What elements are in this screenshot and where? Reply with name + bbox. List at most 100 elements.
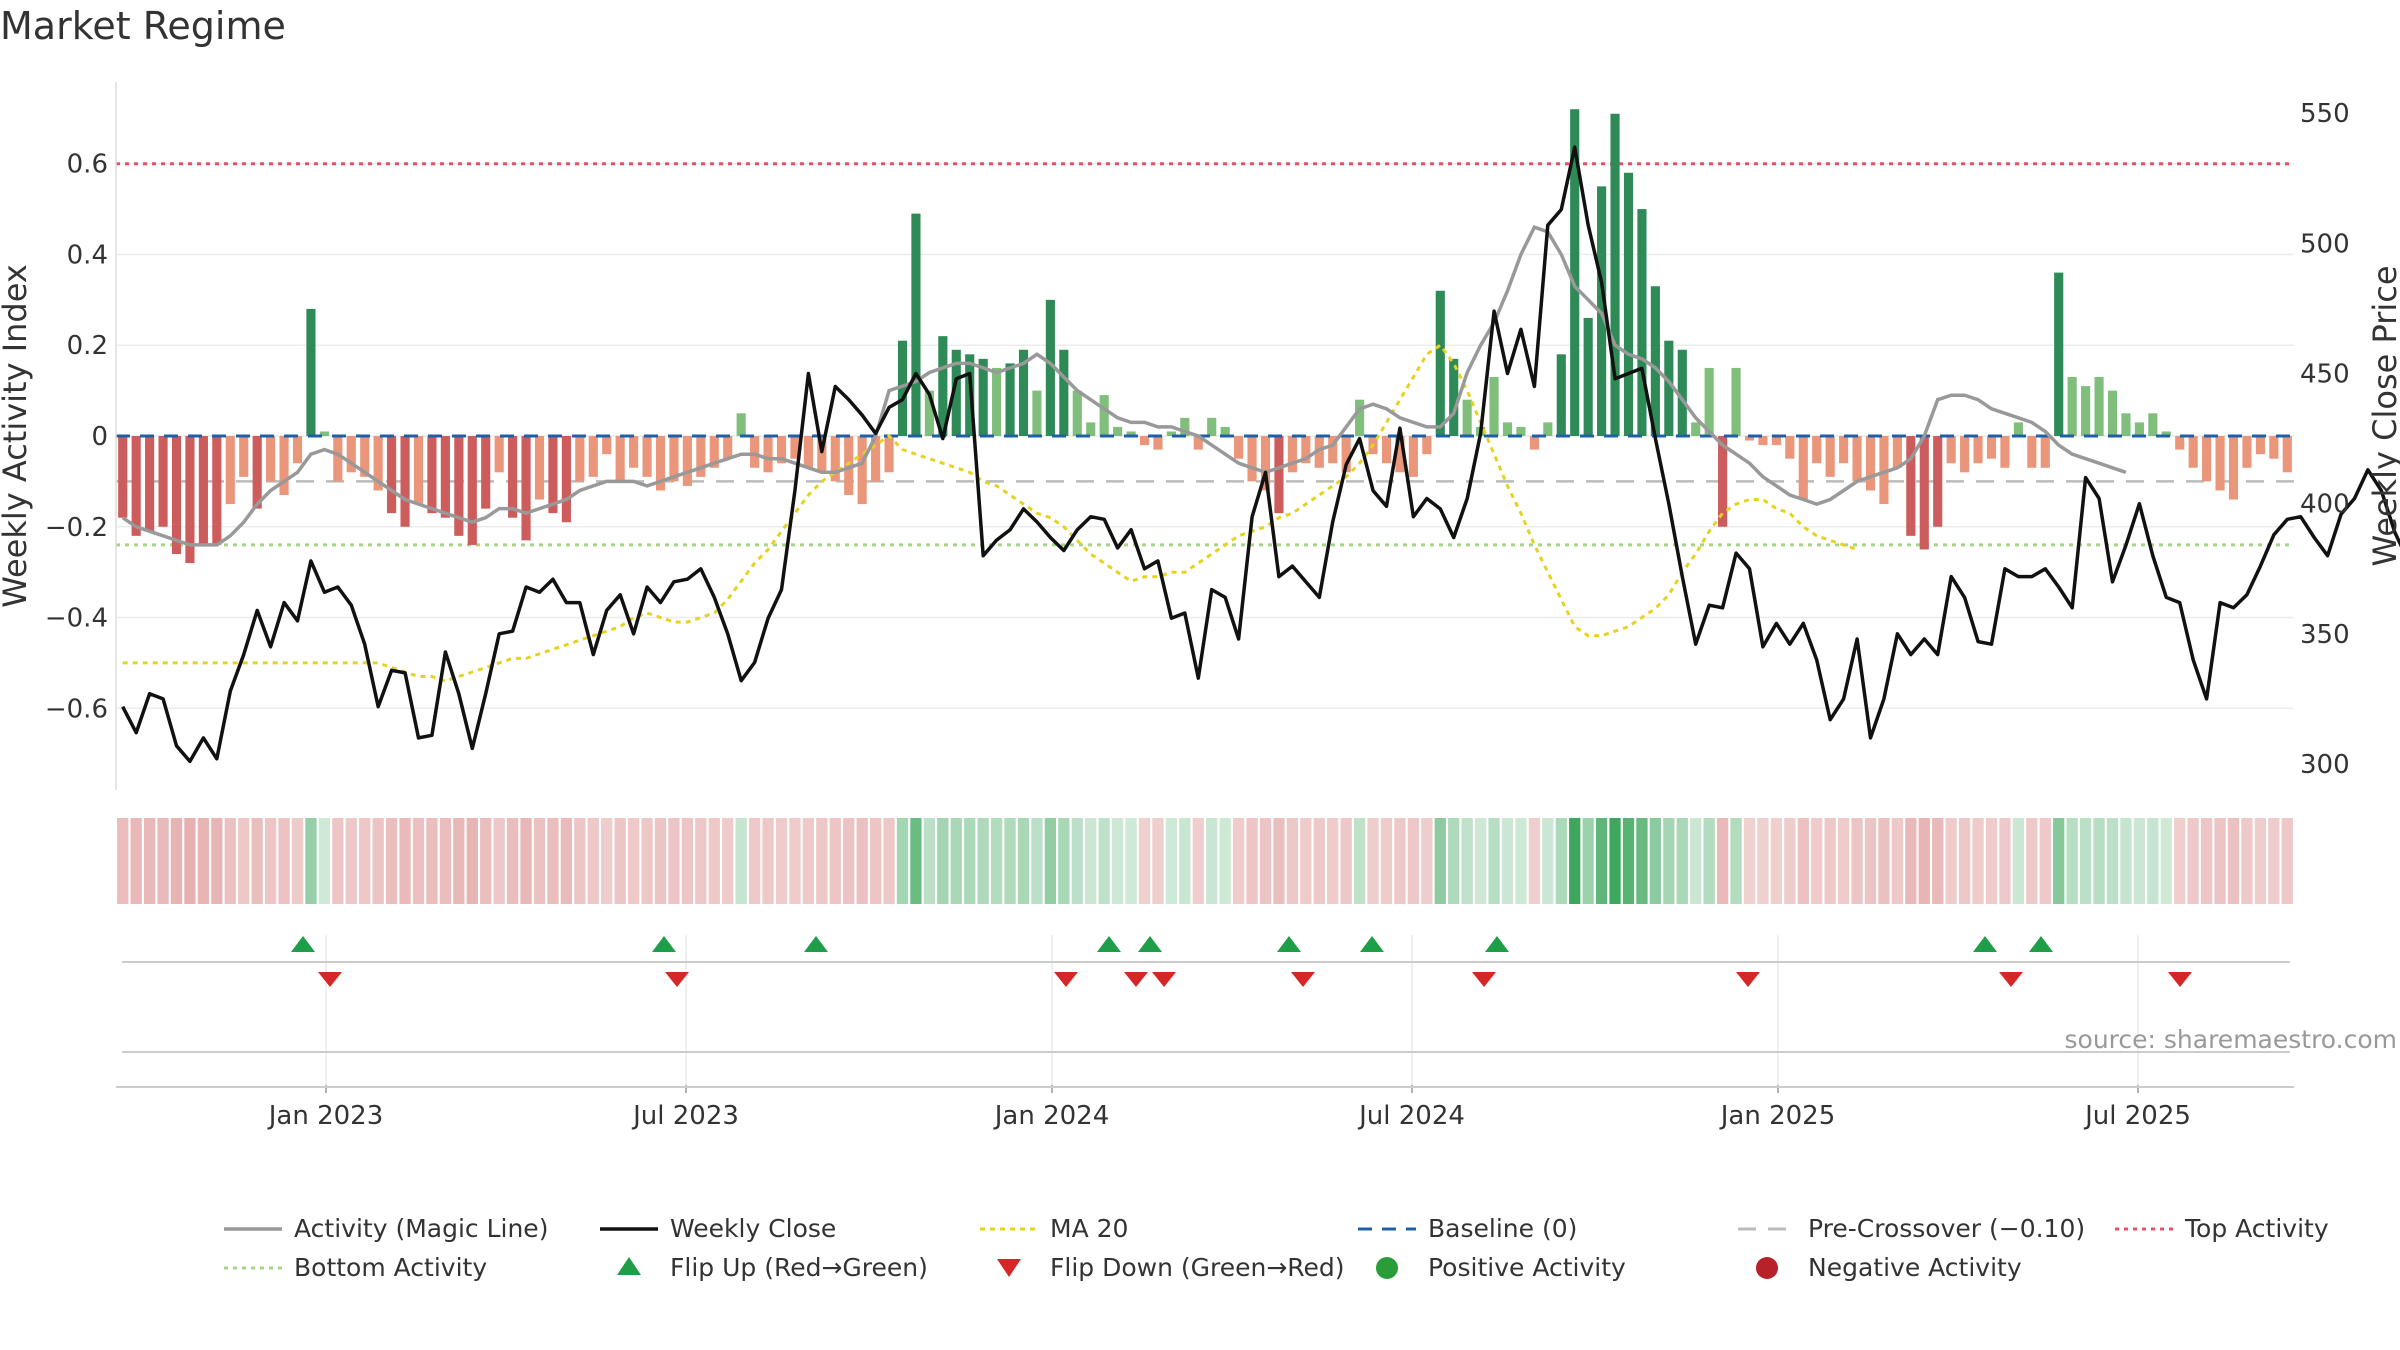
activity-bar: [1139, 436, 1150, 446]
heat-cell: [722, 818, 734, 904]
activity-bar: [2255, 436, 2265, 455]
heat-cell: [1259, 818, 1272, 904]
activity-bar: [1610, 113, 1620, 437]
activity-bar: [225, 436, 235, 505]
activity-bars: [118, 109, 2292, 564]
heat-cell: [937, 818, 949, 904]
activity-bar: [696, 436, 706, 477]
activity-bar: [1852, 436, 1862, 482]
heat-cell: [412, 818, 425, 904]
activity-bar: [266, 436, 276, 482]
heat-cell: [453, 818, 465, 904]
legend-swatch: [1376, 1257, 1398, 1279]
heat-cell: [1085, 818, 1097, 904]
activity-bar: [1247, 436, 1257, 482]
activity-bar: [911, 213, 921, 436]
activity-bar: [1274, 436, 1284, 514]
heat-cell: [547, 818, 559, 904]
activity-bar: [2188, 436, 2198, 468]
heat-cell: [2254, 818, 2267, 904]
heat-cell: [1515, 818, 1527, 904]
activity-bar: [1892, 436, 1902, 468]
magic-line: [121, 225, 2127, 547]
activity-bar: [2081, 386, 2091, 436]
activity-bar: [1570, 109, 1580, 436]
activity-bar: [1973, 436, 1983, 464]
legend-swatch: [997, 1259, 1021, 1277]
activity-bar: [118, 436, 128, 518]
heat-cell: [1058, 818, 1070, 904]
activity-bar: [212, 436, 222, 545]
heat-cell: [762, 818, 774, 904]
activity-bar: [897, 340, 908, 436]
heat-cell: [2106, 818, 2119, 904]
heat-cell: [1757, 818, 1769, 904]
left-tick-label: 0.6: [67, 150, 108, 180]
heat-cell: [843, 818, 855, 904]
activity-bar: [736, 413, 746, 436]
activity-bar: [1744, 436, 1755, 441]
activity-bar: [723, 436, 733, 459]
source-label: source: sharemaestro.com: [2065, 1025, 2398, 1054]
activity-bar: [400, 436, 410, 527]
x-tick-label: Jan 2025: [1719, 1101, 1836, 1131]
legend-item: Negative Activity: [1756, 1253, 2022, 1282]
activity-bar: [1543, 422, 1553, 436]
legend-label: Baseline (0): [1428, 1214, 1577, 1243]
activity-bar: [978, 358, 988, 436]
heat-cell: [1219, 818, 1231, 904]
heat-cell: [1044, 818, 1057, 904]
heat-cell: [1663, 818, 1675, 904]
heat-cell: [816, 818, 828, 904]
flip-down-marker: [665, 972, 689, 987]
activity-bar: [1650, 286, 1660, 436]
activity-bar: [709, 436, 719, 468]
heat-cell: [2227, 818, 2240, 904]
activity-bar: [602, 436, 612, 455]
ma20-line: [122, 343, 1858, 683]
legend-item: Bottom Activity: [224, 1253, 487, 1282]
heat-cell: [1716, 818, 1729, 904]
heat-cell: [359, 818, 371, 904]
activity-bar: [2269, 436, 2279, 459]
heat-cell: [1595, 818, 1608, 904]
activity-bar: [629, 436, 639, 468]
right-axis-title: Weekly Close Price: [2366, 265, 2400, 566]
heat-cell: [1434, 818, 1446, 904]
activity-bar: [1516, 426, 1526, 436]
legend-label: MA 20: [1050, 1214, 1128, 1243]
heat-cell: [1985, 818, 1998, 904]
heat-cell: [399, 818, 411, 904]
heat-cell: [1098, 818, 1110, 904]
heat-cell: [1407, 818, 1420, 904]
heat-cell: [291, 818, 304, 904]
heat-cell: [332, 818, 344, 904]
activity-bar: [1449, 358, 1459, 436]
legend-item: Flip Up (Red→Green): [617, 1253, 928, 1282]
heat-cell: [211, 818, 223, 904]
activity-bar: [481, 436, 491, 509]
flip-down-marker: [1736, 972, 1760, 987]
x-tick-label: Jul 2024: [1357, 1101, 1465, 1131]
activity-bar: [2121, 413, 2131, 436]
heat-cell: [695, 818, 707, 904]
activity-bar: [1825, 436, 1835, 477]
heat-cell: [1192, 818, 1204, 904]
legend-label: Bottom Activity: [294, 1253, 487, 1282]
right-tick-label: 350: [2300, 620, 2350, 650]
heat-cell: [117, 818, 129, 904]
activity-bar: [306, 308, 316, 436]
heat-cell: [1017, 818, 1030, 904]
heat-cell: [1542, 818, 1554, 904]
legend-label: Activity (Magic Line): [294, 1214, 548, 1243]
heat-cell: [1945, 818, 1957, 904]
heat-cell: [1797, 818, 1809, 904]
heat-cell: [520, 818, 532, 904]
heat-cell: [587, 818, 599, 904]
legend-label: Weekly Close: [670, 1214, 836, 1243]
heat-cell: [1730, 818, 1742, 904]
heat-cell: [641, 818, 653, 904]
activity-bar: [185, 436, 195, 564]
heat-cell: [1864, 818, 1877, 904]
activity-bar: [1059, 349, 1069, 436]
